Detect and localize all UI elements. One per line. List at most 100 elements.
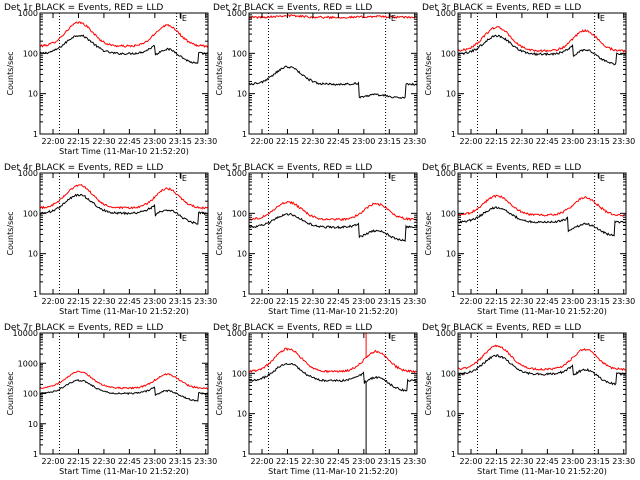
y-tick-label: 1 bbox=[242, 130, 247, 139]
y-axis-label: Counts/sec bbox=[215, 51, 224, 95]
y-tick-label: 100 bbox=[23, 390, 38, 399]
x-tick-label: 23:30 bbox=[612, 137, 635, 146]
panel-title: Det 6r BLACK = Events, RED = LLD bbox=[422, 163, 581, 173]
x-tick-label: 23:15 bbox=[169, 297, 192, 306]
x-tick-label: 23:15 bbox=[378, 457, 401, 466]
series-line-lld bbox=[249, 200, 418, 222]
x-tick-label: 22:00 bbox=[41, 457, 64, 466]
y-tick-label: 100 bbox=[232, 369, 247, 378]
x-tick-label: 22:15 bbox=[276, 137, 299, 146]
x-tick-label: 22:30 bbox=[510, 297, 533, 306]
x-axis-label: Start Time (11-Mar-10 21:52:20) bbox=[268, 467, 398, 476]
panel-title: Det 5r BLACK = Events, RED = LLD bbox=[213, 163, 372, 173]
y-tick-label: 100 bbox=[441, 369, 456, 378]
x-tick-label: 22:00 bbox=[459, 297, 482, 306]
y-tick-label: 1 bbox=[451, 450, 456, 459]
x-tick-label: 22:30 bbox=[301, 137, 324, 146]
x-tick-label: 23:00 bbox=[352, 137, 375, 146]
x-tick-label: 22:15 bbox=[67, 297, 90, 306]
x-tick-label: 23:15 bbox=[587, 457, 610, 466]
x-tick-label: 22:30 bbox=[510, 137, 533, 146]
x-tick-label: 23:15 bbox=[169, 137, 192, 146]
series-line-events bbox=[248, 212, 418, 243]
series-line-events bbox=[248, 65, 418, 99]
x-tick-label: 22:30 bbox=[92, 297, 115, 306]
x-tick-label: 22:45 bbox=[118, 297, 141, 306]
y-axis-label: Counts/sec bbox=[424, 211, 433, 255]
y-tick-label: 10 bbox=[28, 90, 38, 99]
y-tick-label: 10 bbox=[446, 90, 456, 99]
series-line-events bbox=[457, 206, 627, 237]
panel-title: Det 7r BLACK = Events, RED = LLD bbox=[4, 323, 163, 333]
panel-5: Det 5r BLACK = Events, RED = LLD E 1 10 100 1… bbox=[213, 163, 426, 316]
x-tick-label: 22:30 bbox=[301, 297, 324, 306]
y-tick-label: 10 bbox=[446, 410, 456, 419]
y-tick-label: 10 bbox=[28, 420, 38, 429]
y-tick-label: 10 bbox=[237, 250, 247, 259]
panel-1: Det 1r BLACK = Events, RED = LLD E 1 10 100 1… bbox=[4, 3, 217, 156]
y-tick-label: 1 bbox=[242, 290, 247, 299]
y-tick-label: 10 bbox=[28, 250, 38, 259]
x-tick-label: 22:00 bbox=[459, 457, 482, 466]
plot-frame bbox=[457, 332, 627, 455]
x-tick-label: 22:45 bbox=[327, 297, 350, 306]
x-tick-label: 22:15 bbox=[67, 137, 90, 146]
series-line-events bbox=[39, 34, 209, 64]
x-tick-label: 23:15 bbox=[169, 457, 192, 466]
x-axis-label: Start Time (11-Mar-10 21:52:20) bbox=[268, 307, 398, 316]
x-tick-label: 23:00 bbox=[143, 297, 166, 306]
y-tick-label: 100 bbox=[441, 49, 456, 58]
x-axis-label: Start Time (11-Mar-10 21:52:20) bbox=[59, 307, 189, 316]
y-tick-label: 100 bbox=[23, 209, 38, 218]
x-tick-label: 22:00 bbox=[459, 137, 482, 146]
y-tick-label: 1000 bbox=[227, 169, 247, 178]
flag-marker-label: E bbox=[182, 334, 187, 343]
x-tick-label: 23:00 bbox=[143, 137, 166, 146]
y-axis-label: Counts/sec bbox=[6, 211, 15, 255]
series-line-events bbox=[39, 193, 209, 225]
series-line-lld bbox=[457, 26, 627, 53]
x-axis-label: Start Time (11-Mar-10 21:52:20) bbox=[477, 307, 607, 316]
panel-4: Det 4r BLACK = Events, RED = LLD E 1 10 100 1… bbox=[4, 163, 217, 316]
x-tick-label: 22:45 bbox=[118, 137, 141, 146]
series-line-lld bbox=[39, 370, 209, 390]
y-tick-label: 1 bbox=[451, 130, 456, 139]
y-tick-label: 10 bbox=[237, 90, 247, 99]
panel-title: Det 9r BLACK = Events, RED = LLD bbox=[422, 323, 581, 333]
flag-marker-label: E bbox=[182, 174, 187, 183]
x-tick-label: 23:30 bbox=[194, 137, 217, 146]
x-tick-label: 23:00 bbox=[143, 457, 166, 466]
panel-title: Det 4r BLACK = Events, RED = LLD bbox=[4, 163, 163, 173]
x-tick-label: 22:00 bbox=[250, 297, 273, 306]
y-tick-label: 10 bbox=[237, 410, 247, 419]
y-axis-label: Counts/sec bbox=[215, 211, 224, 255]
y-tick-label: 1 bbox=[33, 130, 38, 139]
x-tick-label: 23:00 bbox=[352, 457, 375, 466]
x-tick-label: 22:30 bbox=[92, 457, 115, 466]
series-line-events bbox=[458, 34, 627, 66]
series-line-events bbox=[457, 354, 627, 386]
x-tick-label: 22:15 bbox=[67, 457, 90, 466]
y-axis-label: Counts/sec bbox=[215, 371, 224, 415]
x-tick-label: 22:30 bbox=[92, 137, 115, 146]
x-tick-label: 22:00 bbox=[250, 137, 273, 146]
plot-frame bbox=[457, 12, 627, 135]
y-tick-label: 1 bbox=[33, 450, 38, 459]
x-tick-label: 23:00 bbox=[561, 137, 584, 146]
series-line-lld bbox=[39, 184, 209, 210]
y-tick-label: 100 bbox=[441, 209, 456, 218]
y-tick-label: 1000 bbox=[436, 9, 456, 18]
x-tick-label: 22:15 bbox=[485, 457, 508, 466]
y-tick-label: 100 bbox=[232, 209, 247, 218]
panel-title: Det 3r BLACK = Events, RED = LLD bbox=[422, 3, 581, 13]
flag-marker-label: E bbox=[600, 334, 605, 343]
x-tick-label: 23:30 bbox=[612, 297, 635, 306]
plot-frame bbox=[248, 172, 418, 295]
x-axis-label: Start Time (11-Mar-10 21:52:20) bbox=[59, 467, 189, 476]
x-axis-label: Start Time (11-Mar-10 21:52:20) bbox=[59, 147, 189, 156]
y-tick-label: 1000 bbox=[18, 9, 38, 18]
plot-frame bbox=[248, 332, 418, 455]
y-tick-label: 100 bbox=[232, 49, 247, 58]
series-line-lld bbox=[457, 194, 627, 217]
